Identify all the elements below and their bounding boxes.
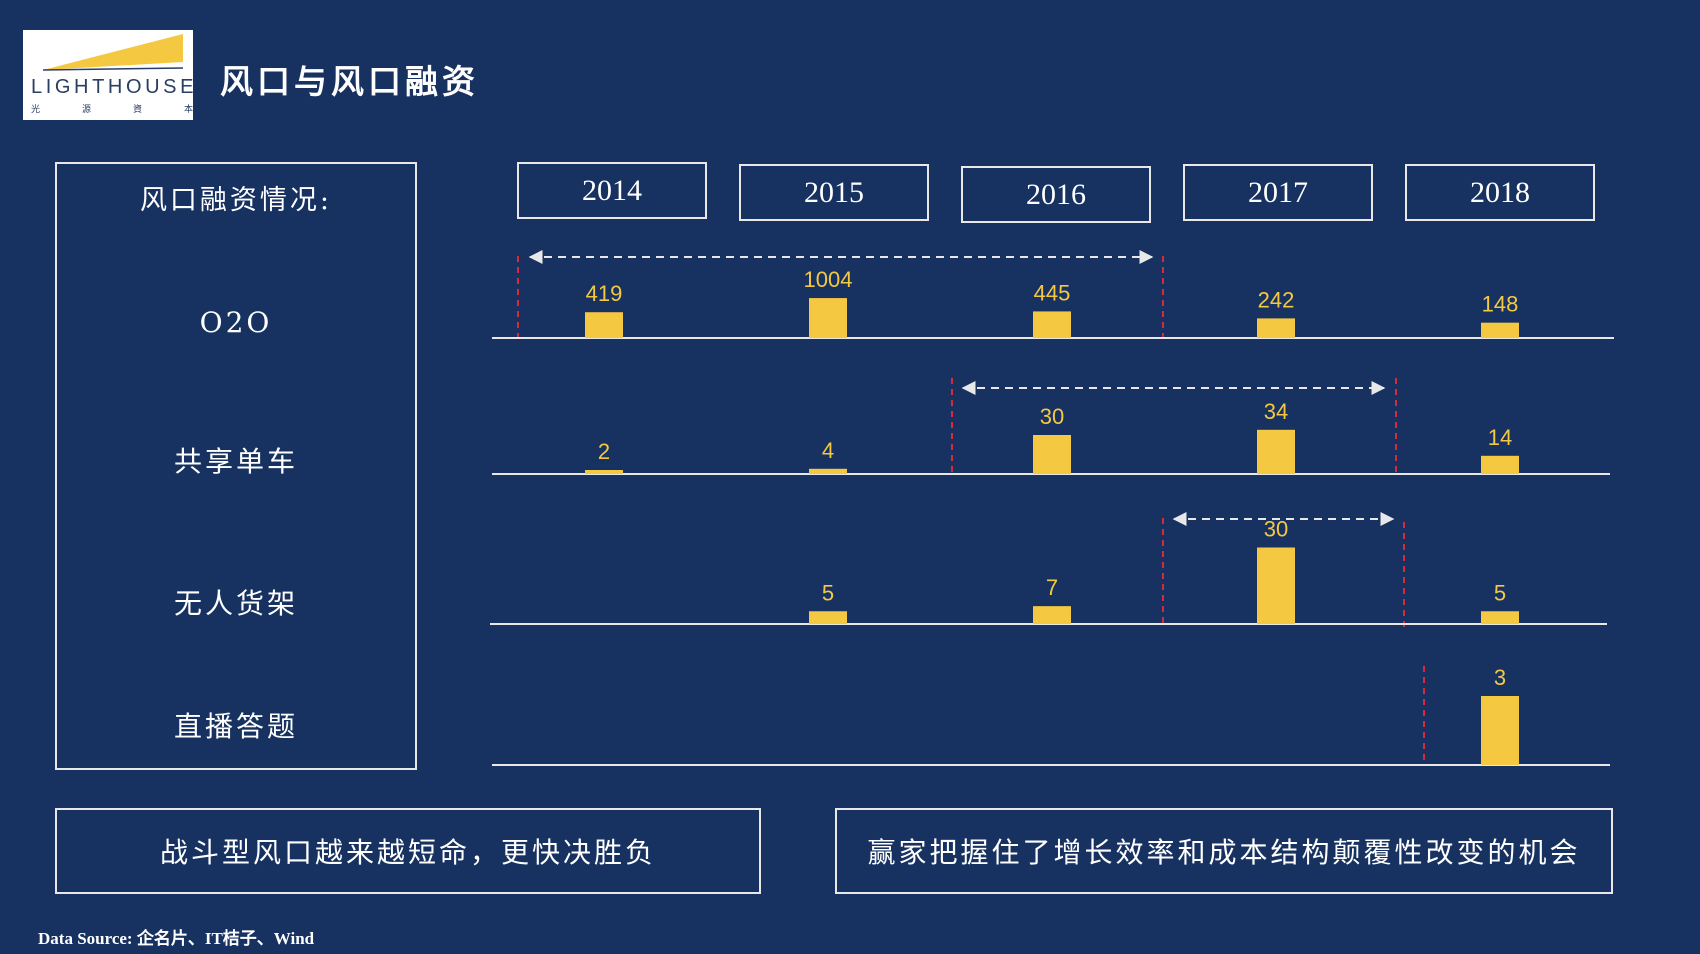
year-header-2016: 2016	[961, 166, 1151, 223]
row-label-unmanned-shelf: 无人货架	[173, 587, 298, 620]
row-3-value-label-2018: 5	[1494, 580, 1506, 605]
row-4-bar-2018	[1481, 696, 1519, 765]
page-title: 风口与风口融资	[220, 62, 479, 101]
row-2-bar-2016	[1033, 435, 1071, 474]
row-1-value-label-2016: 445	[1034, 280, 1071, 305]
lighthouse-logo: LIGHTHOUSE 光 源 資 本	[23, 30, 193, 120]
row-1-value-label-2017: 242	[1258, 287, 1295, 312]
data-source-note: Data Source: 企名片、IT桔子、Wind	[38, 929, 315, 948]
lighthouse-beam-icon	[42, 34, 184, 71]
year-header-2018: 2018	[1405, 164, 1595, 221]
row-1-bar-2016	[1033, 311, 1071, 338]
row-3-bar-2017	[1257, 547, 1295, 624]
row-2-value-label-2014: 2	[598, 439, 610, 464]
row-label-bike-sharing: 共享单车	[173, 445, 298, 478]
row-3-value-label-2015: 5	[822, 580, 834, 605]
row-2-bar-2015	[809, 468, 847, 474]
year-header-2014: 2014	[517, 162, 707, 219]
row-4-value-label-2018: 3	[1494, 665, 1506, 690]
row-3-value-label-2017: 30	[1264, 517, 1288, 542]
row-label-o2o: O2O	[199, 306, 273, 339]
logo-subtitle: 光 源 資 本	[31, 105, 193, 115]
row-1-value-label-2015: 1004	[804, 267, 853, 292]
row-2-bar-2018	[1481, 455, 1519, 474]
row-2-value-label-2015: 4	[822, 438, 834, 463]
row-3-value-label-2016: 7	[1046, 575, 1058, 600]
row-2-bar-2017	[1257, 429, 1295, 474]
row-1-bar-2018	[1481, 322, 1519, 338]
year-header-2015: 2015	[739, 164, 929, 221]
conclusion-box-right: 赢家把握住了增长效率和成本结构颠覆性改变的机会	[835, 808, 1613, 894]
conclusion-box-left: 战斗型风口越来越短命，更快决胜负	[55, 808, 761, 894]
row-2-value-label-2018: 14	[1488, 425, 1512, 450]
row-2-value-label-2017: 34	[1264, 399, 1288, 424]
row-label-live-quiz: 直播答题	[173, 710, 298, 743]
row-3-bar-2018	[1481, 611, 1519, 624]
row-2-bar-2014	[585, 470, 623, 474]
row-label-panel: 风口融资情况: O2O 共享单车 无人货架 直播答题	[55, 162, 417, 770]
panel-title: 风口融资情况:	[139, 185, 333, 216]
time-window-guides	[517, 250, 1425, 766]
row-3-bar-2016	[1033, 606, 1071, 624]
row-1-value-label-2014: 419	[586, 281, 623, 306]
row-1-bar-2014	[585, 312, 623, 338]
logo-wordmark: LIGHTHOUSE	[31, 76, 198, 98]
row-2-value-label-2016: 30	[1040, 404, 1064, 429]
year-header-2017: 2017	[1183, 164, 1373, 221]
row-1-bar-2017	[1257, 318, 1295, 338]
row-3-bar-2015	[809, 611, 847, 624]
row-1-value-label-2018: 148	[1482, 292, 1519, 317]
row-1-bar-2015	[809, 298, 847, 338]
